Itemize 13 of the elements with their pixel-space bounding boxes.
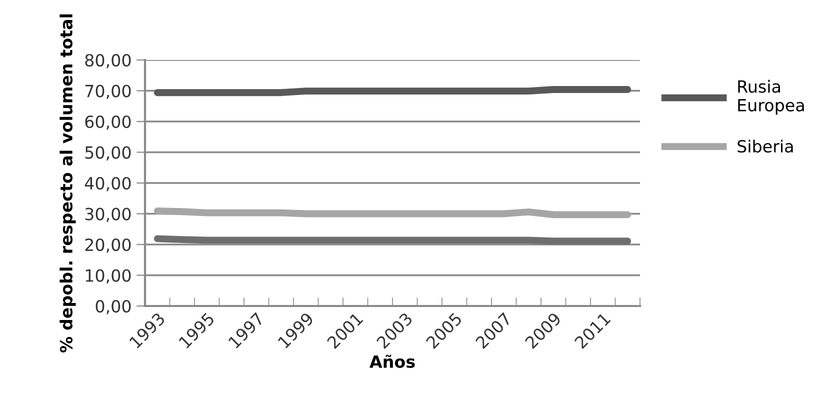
- y-axis-title: % depobl. respecto al volumen total: [60, 14, 76, 352]
- y-tick-label: 80,00: [85, 54, 131, 68]
- legend-label: Siberia: [738, 140, 793, 153]
- x-axis-title: Años: [370, 354, 415, 368]
- y-tick-label: 30,00: [85, 208, 131, 222]
- y-tick-label: 20,00: [85, 238, 131, 253]
- y-tick-label: 0,00: [96, 300, 131, 314]
- y-tick-label: 60,00: [85, 115, 131, 130]
- y-tick-label: 50,00: [85, 146, 131, 161]
- legend-label: Rusia Europea: [738, 80, 804, 115]
- y-tick-label: 10,00: [86, 269, 131, 284]
- y-tick-label: 40,00: [84, 176, 131, 192]
- y-tick-label: 70,00: [85, 84, 131, 100]
